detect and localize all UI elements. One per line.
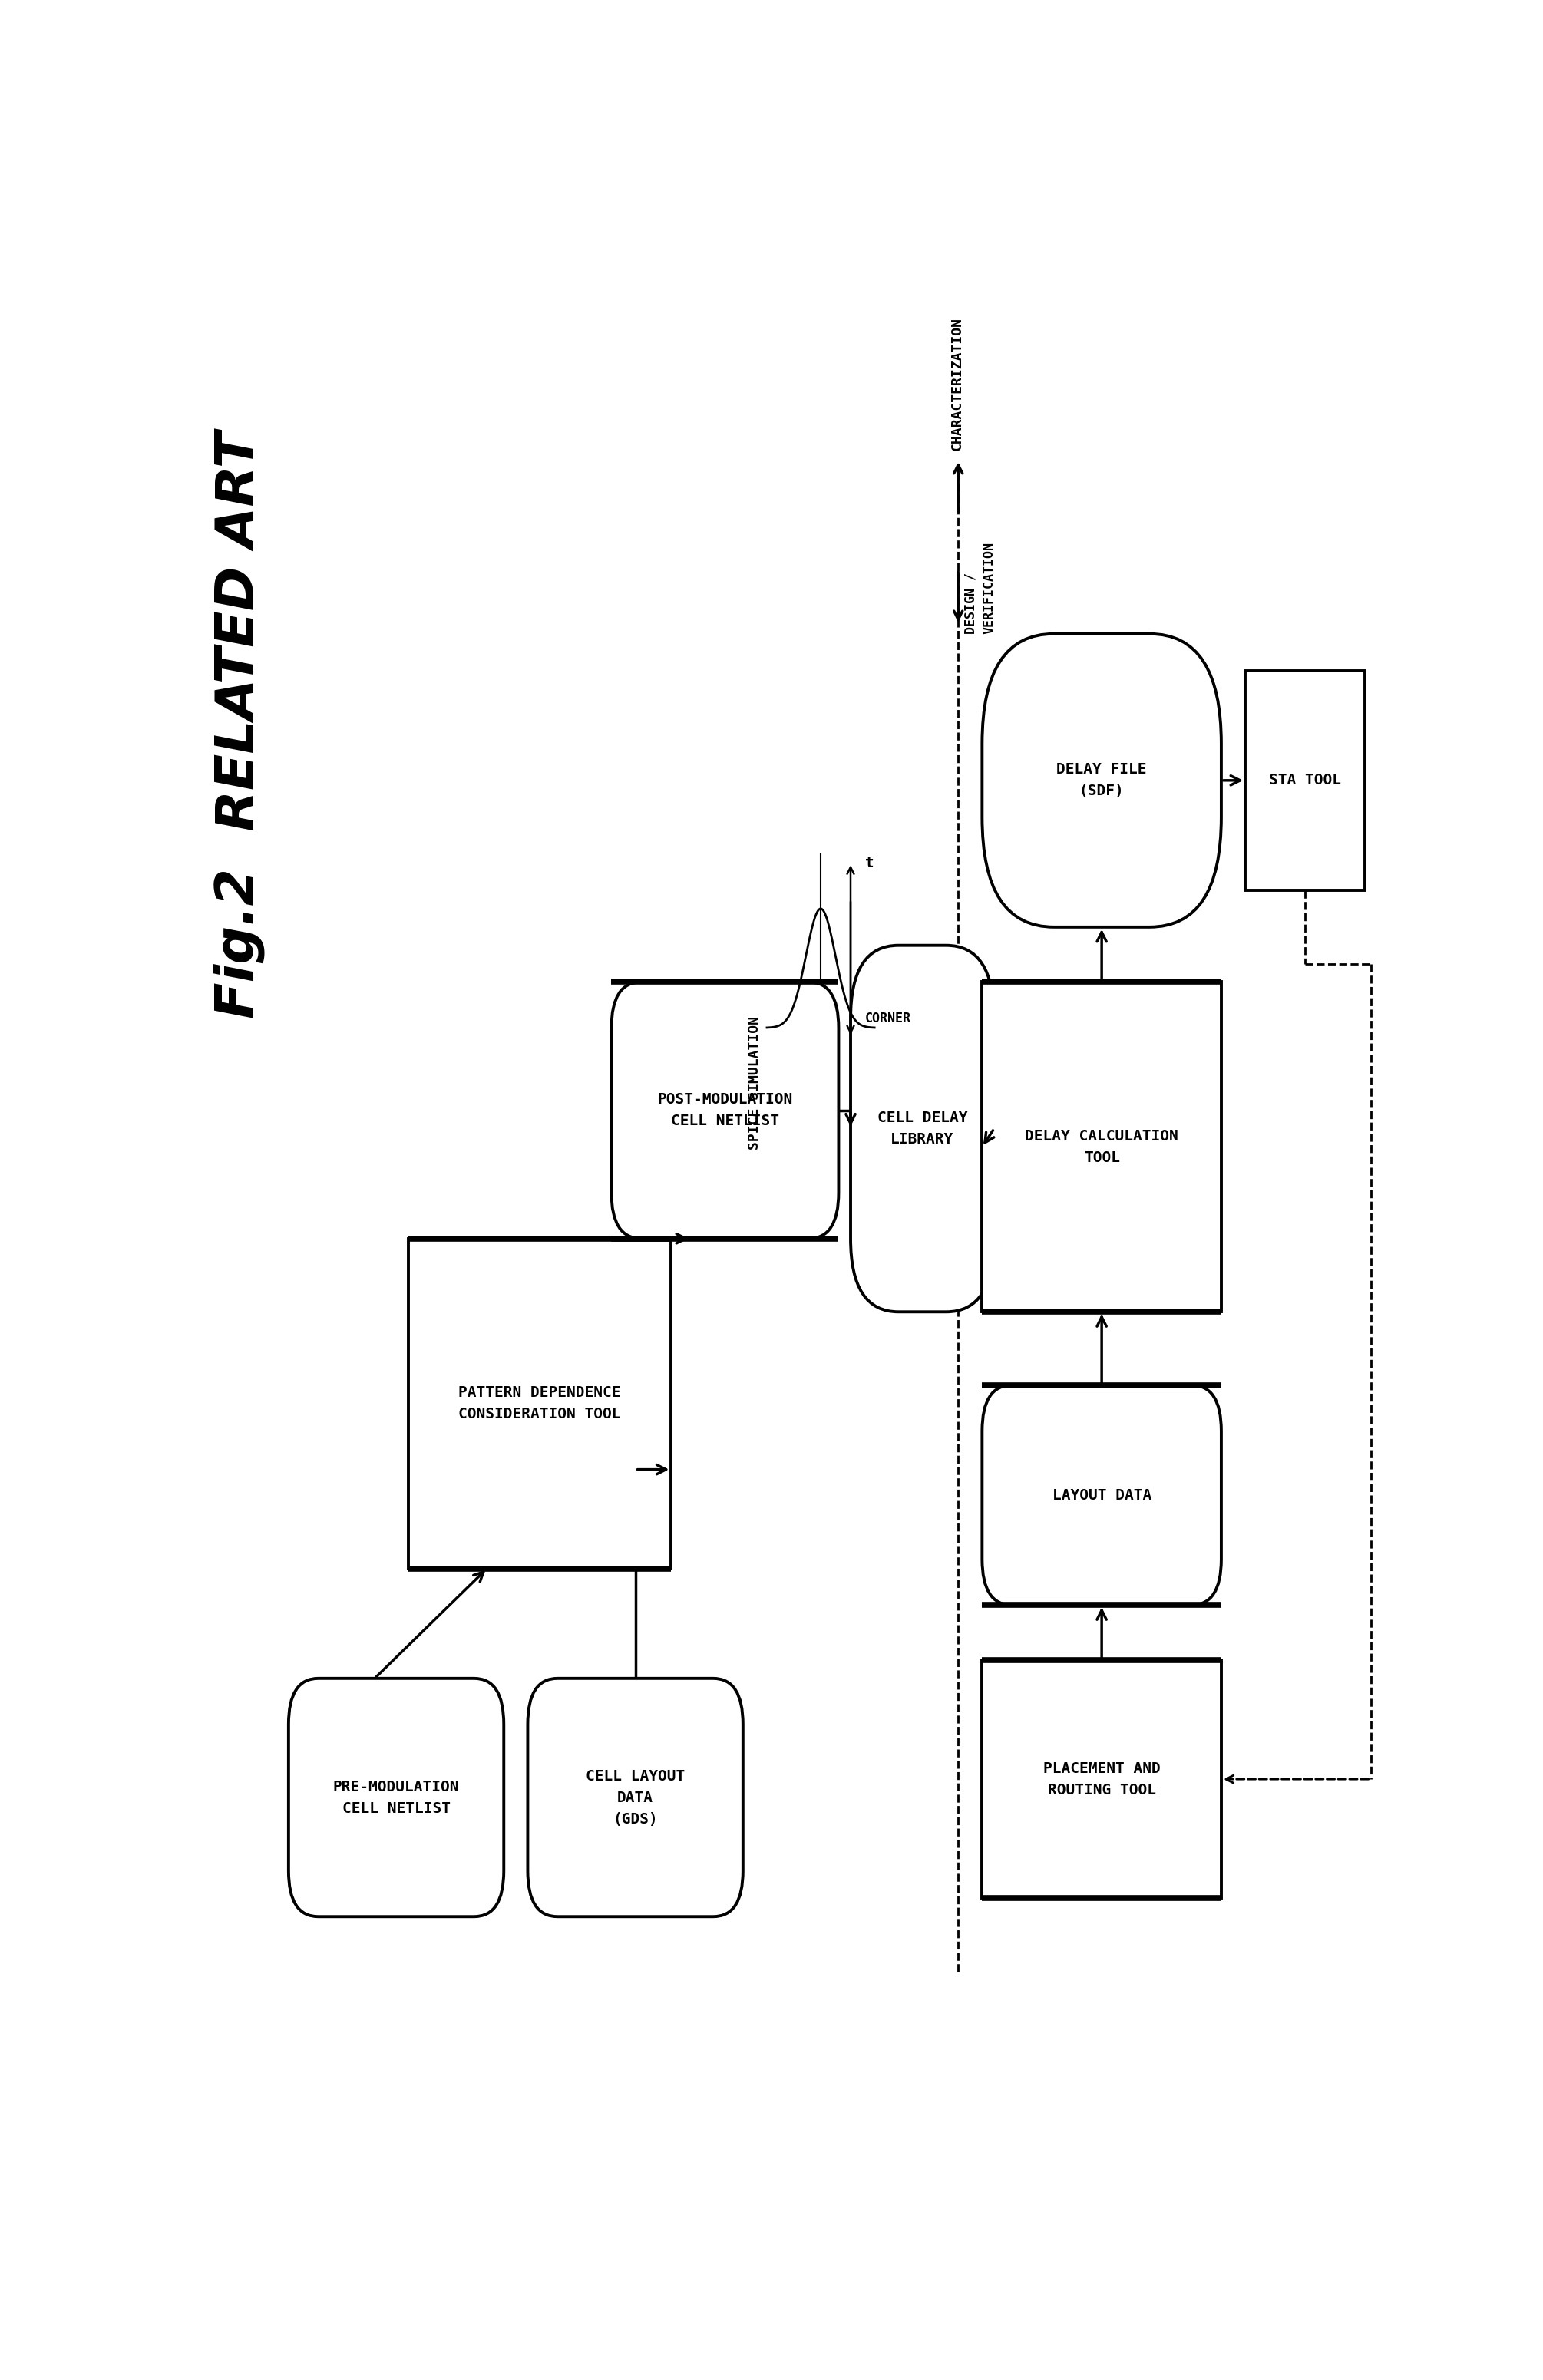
Text: POST-MODULATION
CELL NETLIST: POST-MODULATION CELL NETLIST — [657, 1092, 793, 1128]
Text: DELAY CALCULATION
TOOL: DELAY CALCULATION TOOL — [1025, 1128, 1179, 1164]
FancyBboxPatch shape — [289, 1678, 503, 1916]
Text: CORNER: CORNER — [866, 1012, 910, 1026]
Text: SPICE SIMULATION: SPICE SIMULATION — [748, 1016, 762, 1150]
Text: DESIGN /
VERIFICATION: DESIGN / VERIFICATION — [964, 543, 997, 633]
Bar — [983, 1661, 1222, 1899]
Text: Fig.2  RELATED ART: Fig.2 RELATED ART — [213, 431, 265, 1019]
FancyBboxPatch shape — [850, 945, 994, 1311]
Text: STA TOOL: STA TOOL — [1268, 774, 1341, 788]
Text: CELL LAYOUT
DATA
(GDS): CELL LAYOUT DATA (GDS) — [586, 1768, 685, 1825]
Text: CELL DELAY
LIBRARY: CELL DELAY LIBRARY — [878, 1111, 967, 1147]
Bar — [1245, 671, 1366, 890]
Text: CHARACTERIZATION: CHARACTERIZATION — [950, 317, 964, 450]
Text: PATTERN DEPENDENCE
CONSIDERATION TOOL: PATTERN DEPENDENCE CONSIDERATION TOOL — [458, 1385, 620, 1421]
FancyBboxPatch shape — [983, 1385, 1222, 1604]
FancyBboxPatch shape — [983, 633, 1222, 928]
Bar — [407, 1238, 671, 1568]
Text: t: t — [866, 854, 873, 871]
Text: DELAY FILE
(SDF): DELAY FILE (SDF) — [1057, 762, 1146, 797]
Text: PRE-MODULATION
CELL NETLIST: PRE-MODULATION CELL NETLIST — [333, 1780, 460, 1816]
FancyBboxPatch shape — [528, 1678, 744, 1916]
Text: LAYOUT DATA: LAYOUT DATA — [1052, 1488, 1151, 1502]
FancyBboxPatch shape — [611, 983, 839, 1238]
Bar — [983, 983, 1222, 1311]
Text: PLACEMENT AND
ROUTING TOOL: PLACEMENT AND ROUTING TOOL — [1043, 1761, 1160, 1797]
